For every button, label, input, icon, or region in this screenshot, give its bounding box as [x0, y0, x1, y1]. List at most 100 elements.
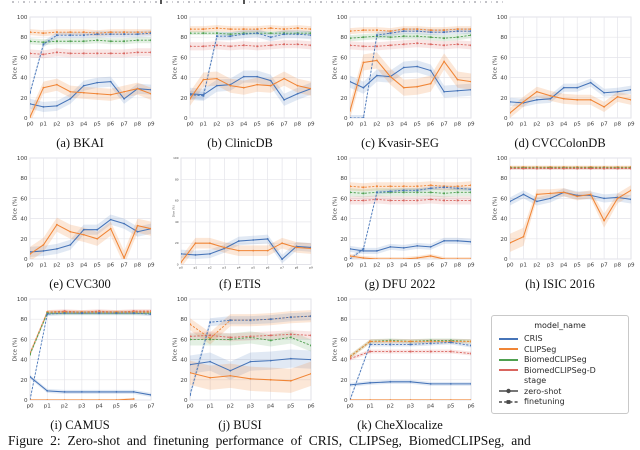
svg-text:p3: p3	[78, 404, 86, 410]
chart-cell-cvccolondb: 0 20 40 60 80 100 p0 p1 p2 p3 p4 p5 p6 p7 p8 p9 Dice (%)…	[480, 12, 640, 153]
svg-text:p3: p3	[387, 263, 395, 269]
svg-text:p8: p8	[295, 265, 299, 269]
chart-cell-bkai: 0 20 40 60 80 100 p0 p1 p2 p3 p4 p5 p6 p7 p8 p9 Dice (%)…	[0, 12, 160, 153]
svg-text:0: 0	[24, 257, 28, 263]
svg-text:20: 20	[500, 96, 508, 102]
svg-text:40: 40	[175, 220, 179, 224]
svg-text:Dice (%): Dice (%)	[493, 56, 499, 80]
svg-text:p8: p8	[294, 122, 302, 128]
svg-text:p0: p0	[346, 404, 354, 410]
chart-chexlocalize: 0 20 40 60 80 100 p0 p1 p2 p3 p4 p5 p6 Dice (%)	[333, 297, 475, 410]
chart-isic-2016: 0 20 40 60 80 100 p0 p1 p2 p3 p4 p5 p6 p7 p8 p9 Dice (%)	[493, 156, 635, 269]
legend-item-clipseg: CLIPSeg	[499, 344, 621, 355]
legend-label-clipseg: CLIPSeg	[524, 344, 557, 354]
svg-text:40: 40	[340, 358, 348, 364]
chart-cell-etis: 0 20 40 60 80 100 p0 p1 p2 p3 p4 p5 p6 p7 p8 p9 Dice (%)…	[160, 153, 320, 294]
svg-text:p2: p2	[53, 122, 60, 128]
svg-text:p5: p5	[447, 404, 455, 410]
legend-item-biomedclipseg-d: BiomedCLIPSeg-D	[499, 365, 621, 376]
svg-text:Dice (%): Dice (%)	[173, 338, 179, 362]
svg-text:60: 60	[340, 337, 348, 343]
svg-text:100: 100	[337, 15, 348, 21]
legend-label-biomedclipseg: BiomedCLIPSeg	[524, 355, 587, 364]
chart-cell-kvasir-seg: 0 20 40 60 80 100 p0 p1 p2 p3 p4 p5 p6 p7 p8 p9 Dice (%)…	[320, 12, 480, 153]
svg-text:40: 40	[20, 76, 28, 82]
svg-text:p1: p1	[207, 404, 215, 410]
svg-text:20: 20	[340, 237, 348, 243]
chart-cvc300: 0 20 40 60 80 100 p0 p1 p2 p3 p4 p5 p6 p7 p8 p9 Dice (%)	[13, 156, 155, 269]
chart-cell-busi: 0 20 40 60 80 100 p0 p1 p2 p3 p4 p5 p6 Dice (%) (j) B…	[160, 294, 320, 435]
svg-text:p2: p2	[387, 404, 394, 410]
svg-text:p2: p2	[373, 263, 380, 269]
svg-text:p6: p6	[587, 263, 595, 269]
svg-text:Dice (%): Dice (%)	[13, 56, 19, 80]
svg-text:80: 80	[500, 35, 508, 41]
chart-etis: 0 20 40 60 80 100 p0 p1 p2 p3 p4 p5 p6 p7 p8 p9 Dice (%)	[171, 156, 313, 269]
svg-text:0: 0	[344, 116, 348, 122]
svg-text:p6: p6	[107, 122, 115, 128]
chart-caption-bkai: (a) BKAI	[56, 136, 104, 150]
svg-text:40: 40	[500, 217, 508, 223]
svg-text:80: 80	[180, 317, 188, 323]
svg-text:p6: p6	[307, 404, 315, 410]
svg-text:p6: p6	[587, 122, 595, 128]
clipped-text-line	[12, 0, 507, 4]
svg-text:p4: p4	[240, 122, 248, 128]
legend-item-biomedclipseg: BiomedCLIPSeg	[499, 354, 621, 365]
chart-caption-cvccolondb: (d) CVCColonDB	[514, 136, 606, 150]
svg-text:20: 20	[175, 241, 179, 245]
svg-text:p8: p8	[614, 122, 622, 128]
svg-text:80: 80	[20, 176, 28, 182]
zero-shot-marker-icon	[499, 388, 518, 394]
svg-text:p4: p4	[400, 263, 408, 269]
chart-busi: 0 20 40 60 80 100 p0 p1 p2 p3 p4 p5 p6 Dice (%)	[173, 297, 315, 410]
svg-text:p6: p6	[130, 404, 138, 410]
svg-text:p9: p9	[627, 263, 635, 269]
svg-text:60: 60	[340, 196, 348, 202]
svg-text:Dice (%): Dice (%)	[171, 205, 175, 217]
cris-line-swatch	[499, 337, 518, 340]
svg-text:Dice (%): Dice (%)	[333, 197, 339, 221]
svg-text:p5: p5	[414, 122, 422, 128]
svg-text:p7: p7	[441, 122, 449, 128]
svg-text:p1: p1	[520, 263, 528, 269]
chart-kvasir-seg: 0 20 40 60 80 100 p0 p1 p2 p3 p4 p5 p6 p7 p8 p9 Dice (%)	[333, 15, 475, 128]
svg-text:p5: p5	[414, 263, 422, 269]
svg-text:p3: p3	[387, 122, 395, 128]
svg-text:p9: p9	[147, 122, 155, 128]
svg-text:0: 0	[177, 263, 179, 267]
svg-text:p2: p2	[533, 263, 540, 269]
svg-text:p2: p2	[373, 122, 380, 128]
svg-text:20: 20	[20, 378, 28, 384]
svg-text:p0: p0	[186, 122, 194, 128]
svg-text:20: 20	[500, 237, 508, 243]
svg-text:p3: p3	[67, 263, 75, 269]
svg-text:60: 60	[180, 55, 188, 61]
chart-dfu-2022: 0 20 40 60 80 100 p0 p1 p2 p3 p4 p5 p6 p7 p8 p9 Dice (%)	[333, 156, 475, 269]
chart-caption-chexlocalize: (k) CheXlocalize	[357, 418, 443, 432]
svg-text:40: 40	[20, 358, 28, 364]
figure-caption: Figure 2: Zero-shot and finetuning perfo…	[8, 433, 531, 448]
svg-text:20: 20	[340, 96, 348, 102]
svg-text:p7: p7	[121, 122, 129, 128]
svg-text:p9: p9	[627, 122, 635, 128]
svg-text:p4: p4	[96, 404, 104, 410]
svg-text:p0: p0	[179, 265, 183, 269]
svg-text:40: 40	[340, 76, 348, 82]
svg-text:p1: p1	[44, 404, 52, 410]
svg-text:p2: p2	[61, 404, 68, 410]
svg-text:p4: p4	[427, 404, 435, 410]
chart-caption-isic-2016: (h) ISIC 2016	[525, 277, 595, 291]
chart-cell-chexlocalize: 0 20 40 60 80 100 p0 p1 p2 p3 p4 p5 p6 Dice (%) (k) C…	[320, 294, 480, 435]
svg-text:100: 100	[497, 15, 508, 21]
svg-text:p1: p1	[200, 122, 208, 128]
svg-text:80: 80	[500, 176, 508, 182]
svg-text:100: 100	[17, 297, 28, 303]
svg-text:p9: p9	[467, 122, 475, 128]
svg-text:p3: p3	[547, 263, 555, 269]
svg-text:0: 0	[184, 116, 188, 122]
svg-text:p4: p4	[80, 263, 88, 269]
svg-text:p4: p4	[560, 263, 568, 269]
svg-text:100: 100	[173, 156, 179, 160]
chart-caption-etis: (f) ETIS	[219, 277, 261, 291]
